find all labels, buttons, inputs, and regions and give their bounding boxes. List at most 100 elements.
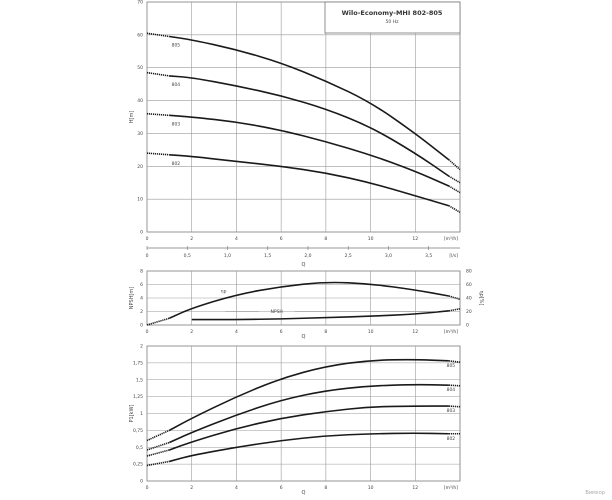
- x-unit-label: [m³/h]: [444, 236, 458, 242]
- y-tick-label: 30: [137, 131, 143, 137]
- x-tick-label: 12: [412, 236, 418, 242]
- y-tick-label: 20: [137, 164, 143, 170]
- efficiency-curve-dotted-start: [146, 317, 170, 326]
- series-label: 802: [172, 161, 181, 167]
- x-tick-label: 0: [146, 329, 149, 335]
- x-tick-label: 8: [324, 485, 327, 491]
- y-tick-label: 1: [140, 411, 143, 417]
- series-label: 804: [172, 82, 181, 88]
- x-tick-label: 12: [412, 485, 418, 491]
- series-label: 803: [172, 121, 181, 127]
- y-tick-label: 0,75: [133, 428, 143, 434]
- y-tick-label: 10: [137, 197, 143, 203]
- y-tick-label: 2: [140, 344, 143, 350]
- efficiency-curve-dotted-end: [448, 295, 461, 301]
- y-tick-label: 6: [140, 282, 143, 288]
- y-tick-label: 8: [140, 269, 143, 275]
- x2-unit-label: [l/s]: [449, 253, 458, 259]
- head-curve-804-dotted-start: [146, 71, 170, 77]
- head-curve-803-dotted-start: [146, 112, 170, 117]
- x2-tick-label: 1,0: [224, 253, 231, 259]
- series-label: 805: [172, 43, 181, 49]
- chart-subtitle: 50 Hz: [386, 19, 400, 25]
- y-tick-label: 70: [137, 0, 143, 6]
- x2-tick-label: 1,5: [264, 253, 271, 259]
- x-tick-label: 4: [235, 485, 238, 491]
- y-tick-label: 1,75: [133, 360, 143, 366]
- y2-tick-label: 60: [466, 282, 472, 288]
- x-tick-label: 8: [324, 329, 327, 335]
- x-axis-label: Q: [302, 262, 306, 268]
- x-tick-label: 6: [280, 236, 283, 242]
- x2-tick-label: 3,5: [425, 253, 432, 259]
- series-label: 805: [447, 363, 456, 369]
- y-tick-label: 4: [140, 296, 143, 302]
- y-axis-label: NPSH[m]: [129, 287, 135, 310]
- x-tick-label: 10: [368, 329, 374, 335]
- head-curve-803-dotted-end: [448, 185, 461, 194]
- head-curve-805-dotted-end: [448, 159, 461, 171]
- x2-tick-label: 2,0: [304, 253, 311, 259]
- npsh-curve-dotted-end: [448, 308, 461, 312]
- x-tick-label: 6: [280, 485, 283, 491]
- y-tick-label: 0,25: [133, 462, 143, 468]
- y-axis-label: P1[kW]: [129, 404, 135, 422]
- power-curve-804-dotted-start: [146, 441, 170, 451]
- series-label: 803: [447, 408, 456, 414]
- x-unit-label: [m³/h]: [444, 485, 458, 491]
- watermark: Вимхор: [585, 490, 605, 496]
- y2-tick-label: 40: [466, 296, 472, 302]
- npsh-label: NPSH: [271, 309, 283, 315]
- y-axis-label: H[m]: [129, 111, 135, 124]
- power-chart: 0 0,25 0,5 0,75 1 1,25 1,5 1,75 2 0 2 4 6 8 10 12 [m³/h]…: [129, 344, 461, 496]
- head-curve-802: [169, 153, 450, 207]
- x2-tick-label: 0,5: [184, 253, 191, 259]
- head-curve-802-dotted-end: [448, 205, 461, 213]
- y-tick-label: 40: [137, 98, 143, 104]
- series-label: 802: [447, 436, 456, 442]
- y-tick-label: 1,5: [136, 377, 143, 383]
- efficiency-label: ηp: [221, 290, 227, 295]
- x-tick-label: 12: [412, 329, 418, 335]
- y2-tick-label: 0: [466, 323, 469, 329]
- x-tick-label: 10: [368, 236, 374, 242]
- series-label: 804: [447, 387, 456, 393]
- y-tick-label: 0: [140, 230, 143, 236]
- x-unit-label: [m³/h]: [444, 329, 458, 335]
- x-tick-label: 8: [324, 236, 327, 242]
- power-curve-803-dotted-end: [448, 405, 461, 408]
- y-tick-label: 2: [140, 309, 143, 315]
- x-tick-label: 0: [146, 485, 149, 491]
- x2-tick-label: 0: [146, 253, 149, 259]
- y-tick-label: 0: [140, 479, 143, 485]
- y-tick-label: 0,5: [136, 445, 143, 451]
- title-box: Wilo-Economy-MHI 802-805 50 Hz: [324, 1, 461, 34]
- y2-tick-label: 80: [466, 269, 472, 275]
- head-curve-804: [169, 75, 450, 177]
- x-tick-label: 2: [190, 485, 193, 491]
- x-axis-label: Q: [302, 334, 306, 340]
- npsh-curve: [191, 310, 449, 321]
- x-tick-label: 0: [146, 236, 149, 242]
- head-curve-805: [169, 35, 450, 161]
- y-tick-label: 1,25: [133, 394, 143, 400]
- head-curve-804-dotted-end: [448, 175, 461, 184]
- y-tick-label: 0: [140, 323, 143, 329]
- head-chart: 0 10 20 30 40 50 60 70 0 2 4 6 8 10 12 [m³/h] H[m] 805 804…: [129, 0, 461, 268]
- head-curve-802-dotted-start: [146, 152, 170, 156]
- x-tick-label: 6: [280, 329, 283, 335]
- x-tick-label: 2: [190, 329, 193, 335]
- x-tick-label: 10: [368, 485, 374, 491]
- chart-title: Wilo-Economy-MHI 802-805: [342, 9, 443, 17]
- y-tick-label: 50: [137, 65, 143, 71]
- power-curve-804-dotted-end: [448, 384, 461, 387]
- x2-tick-label: 3,0: [385, 253, 392, 259]
- power-curve-805: [168, 358, 449, 432]
- x-tick-label: 2: [190, 236, 193, 242]
- power-curve-805-dotted-start: [146, 429, 170, 442]
- power-curve-803-dotted-start: [146, 449, 170, 457]
- x-axis-label: Q: [302, 490, 306, 496]
- x-tick-label: 4: [235, 236, 238, 242]
- y2-axis-label: ηp[%]: [478, 291, 484, 306]
